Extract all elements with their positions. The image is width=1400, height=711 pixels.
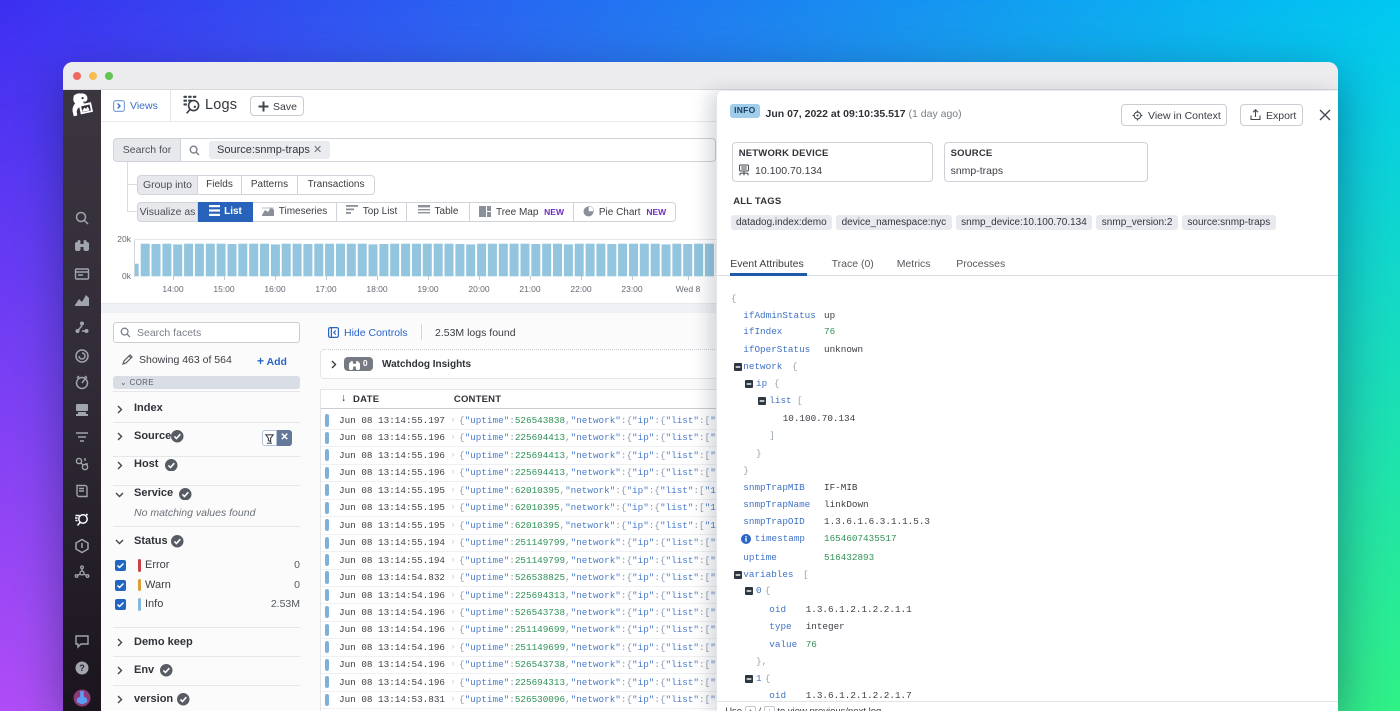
svg-text:?: ?	[79, 663, 85, 673]
